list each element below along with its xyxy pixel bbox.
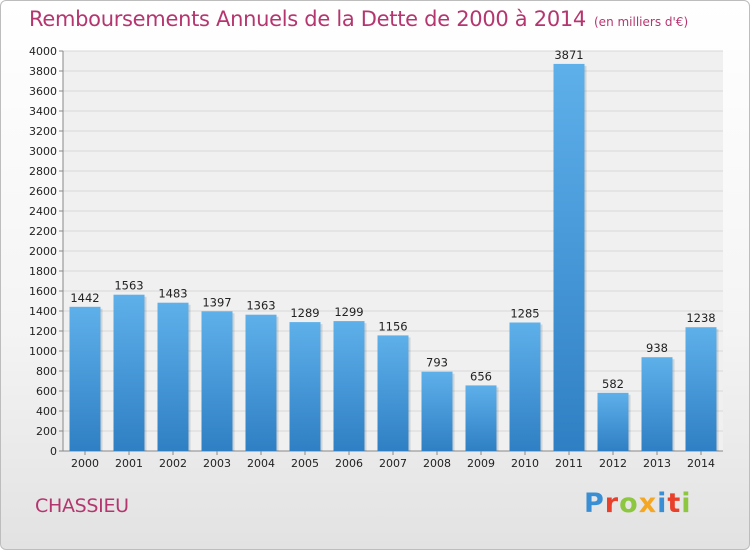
logo-letter: P [584, 488, 605, 519]
data-label-2010: 1285 [510, 307, 539, 321]
data-label-2013: 938 [646, 341, 668, 355]
data-label-2014: 1238 [686, 311, 715, 325]
y-tick-label: 2400 [29, 205, 57, 218]
bar-2008 [421, 371, 453, 451]
y-tick-label: 3400 [29, 105, 57, 118]
data-label-2001: 1563 [114, 279, 143, 293]
y-tick-label: 3800 [29, 65, 57, 78]
x-tick-label-2002: 2002 [159, 457, 187, 470]
x-tick-label-2001: 2001 [115, 457, 143, 470]
city-name: CHASSIEU [35, 495, 129, 517]
x-tick-label-2009: 2009 [467, 457, 495, 470]
x-tick-label-2013: 2013 [643, 457, 671, 470]
y-tick-label: 3600 [29, 85, 57, 98]
chart-title-text: Remboursements Annuels de la Dette de 20… [29, 7, 586, 31]
data-label-2007: 1156 [378, 319, 407, 333]
data-label-2012: 582 [602, 377, 624, 391]
y-tick-label: 1400 [29, 305, 57, 318]
y-tick-label: 3200 [29, 125, 57, 138]
x-tick-label-2008: 2008 [423, 457, 451, 470]
logo-letter: i [681, 488, 692, 519]
x-tick-label-2012: 2012 [599, 457, 627, 470]
data-label-2004: 1363 [246, 299, 275, 313]
bar-2009 [465, 385, 497, 451]
bar-2007 [377, 335, 409, 451]
bar-2000 [69, 306, 101, 451]
y-tick-label: 2000 [29, 245, 57, 258]
y-tick-label: 200 [36, 425, 57, 438]
bar-2014 [685, 327, 717, 451]
bar-2011 [553, 63, 585, 452]
y-tick-label: 600 [36, 385, 57, 398]
y-tick-label: 4000 [29, 45, 57, 58]
y-tick-label: 2600 [29, 185, 57, 198]
logo-letter: i [657, 488, 668, 519]
logo-letter: t [667, 488, 682, 519]
x-tick-label-2011: 2011 [555, 457, 583, 470]
x-tick-label-2005: 2005 [291, 457, 319, 470]
logo-letter: r [604, 488, 620, 519]
data-label-2003: 1397 [202, 295, 231, 309]
x-tick-label-2010: 2010 [511, 457, 539, 470]
y-tick-label: 1800 [29, 265, 57, 278]
y-tick-label: 400 [36, 405, 57, 418]
proxiti-logo: Proxiti [584, 488, 692, 519]
x-tick-label-2004: 2004 [247, 457, 275, 470]
x-tick-label-2007: 2007 [379, 457, 407, 470]
chart-title: Remboursements Annuels de la Dette de 20… [29, 7, 688, 31]
data-label-2008: 793 [426, 356, 448, 370]
bar-2005 [289, 322, 321, 451]
bar-2001 [113, 294, 145, 451]
x-tick-label-2000: 2000 [71, 457, 99, 470]
data-label-2005: 1289 [290, 306, 319, 320]
y-tick-label: 800 [36, 365, 57, 378]
data-label-2000: 1442 [70, 291, 99, 305]
bar-2006 [333, 321, 365, 451]
bar-2010 [509, 322, 541, 451]
y-tick-label: 1000 [29, 345, 57, 358]
x-tick-label-2014: 2014 [687, 457, 715, 470]
y-tick-label: 1200 [29, 325, 57, 338]
y-tick-label: 0 [50, 445, 57, 458]
x-tick-label-2006: 2006 [335, 457, 363, 470]
chart-unit: (en milliers d'€) [594, 15, 689, 29]
bar-2004 [245, 314, 277, 451]
y-tick-label: 1600 [29, 285, 57, 298]
data-label-2011: 3871 [554, 48, 583, 62]
x-tick-label-2003: 2003 [203, 457, 231, 470]
data-label-2006: 1299 [334, 305, 363, 319]
logo-letter: o [619, 488, 639, 519]
bar-2013 [641, 357, 673, 451]
y-tick-label: 3000 [29, 145, 57, 158]
bar-2002 [157, 302, 189, 451]
y-tick-label: 2200 [29, 225, 57, 238]
y-tick-label: 2800 [29, 165, 57, 178]
data-label-2002: 1483 [158, 287, 187, 301]
bar-2003 [201, 311, 233, 451]
data-label-2009: 656 [470, 369, 492, 383]
logo-letter: x [638, 488, 658, 519]
bar-2012 [597, 392, 629, 451]
